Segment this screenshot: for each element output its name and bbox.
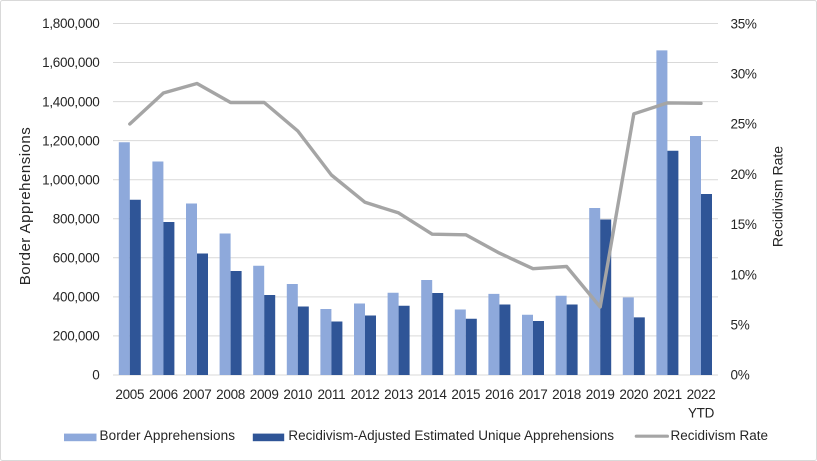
svg-text:30%: 30% xyxy=(731,67,757,82)
svg-text:600,000: 600,000 xyxy=(53,251,100,266)
svg-text:2022: 2022 xyxy=(687,387,716,402)
svg-text:2020: 2020 xyxy=(619,387,648,402)
svg-text:25%: 25% xyxy=(731,117,757,132)
svg-text:1,200,000: 1,200,000 xyxy=(42,133,99,148)
svg-text:2010: 2010 xyxy=(283,387,312,402)
svg-text:2021: 2021 xyxy=(653,387,682,402)
svg-text:200,000: 200,000 xyxy=(53,329,100,344)
svg-text:0%: 0% xyxy=(731,368,750,383)
svg-text:2017: 2017 xyxy=(519,387,548,402)
svg-text:2012: 2012 xyxy=(351,387,380,402)
svg-text:Border Apprehensions: Border Apprehensions xyxy=(17,127,34,285)
svg-text:YTD: YTD xyxy=(688,406,715,421)
svg-text:0: 0 xyxy=(92,368,99,383)
svg-text:1,800,000: 1,800,000 xyxy=(42,16,99,31)
svg-text:Border Apprehensions: Border Apprehensions xyxy=(100,428,236,443)
svg-text:20%: 20% xyxy=(731,167,757,182)
svg-text:35%: 35% xyxy=(731,16,757,31)
svg-text:2008: 2008 xyxy=(216,387,245,402)
svg-text:2009: 2009 xyxy=(250,387,279,402)
svg-text:2006: 2006 xyxy=(149,387,178,402)
svg-text:2011: 2011 xyxy=(317,387,345,402)
svg-text:2018: 2018 xyxy=(552,387,581,402)
svg-text:10%: 10% xyxy=(731,267,757,282)
svg-text:1,000,000: 1,000,000 xyxy=(42,172,99,187)
svg-text:2007: 2007 xyxy=(183,387,212,402)
svg-text:2019: 2019 xyxy=(586,387,615,402)
svg-text:2005: 2005 xyxy=(115,387,144,402)
svg-text:Recidivism Rate: Recidivism Rate xyxy=(770,146,786,247)
svg-text:2015: 2015 xyxy=(451,387,480,402)
svg-text:Recidivism-Adjusted Estimated: Recidivism-Adjusted Estimated Unique App… xyxy=(288,428,614,443)
svg-text:2013: 2013 xyxy=(384,387,413,402)
svg-text:2014: 2014 xyxy=(418,387,448,402)
svg-text:15%: 15% xyxy=(731,217,757,232)
svg-text:2016: 2016 xyxy=(485,387,514,402)
svg-text:1,400,000: 1,400,000 xyxy=(42,94,99,109)
svg-text:400,000: 400,000 xyxy=(53,290,100,305)
svg-text:5%: 5% xyxy=(731,318,750,333)
svg-text:800,000: 800,000 xyxy=(53,212,100,227)
svg-text:Recidivism Rate: Recidivism Rate xyxy=(671,428,769,443)
svg-text:1,600,000: 1,600,000 xyxy=(42,55,99,70)
